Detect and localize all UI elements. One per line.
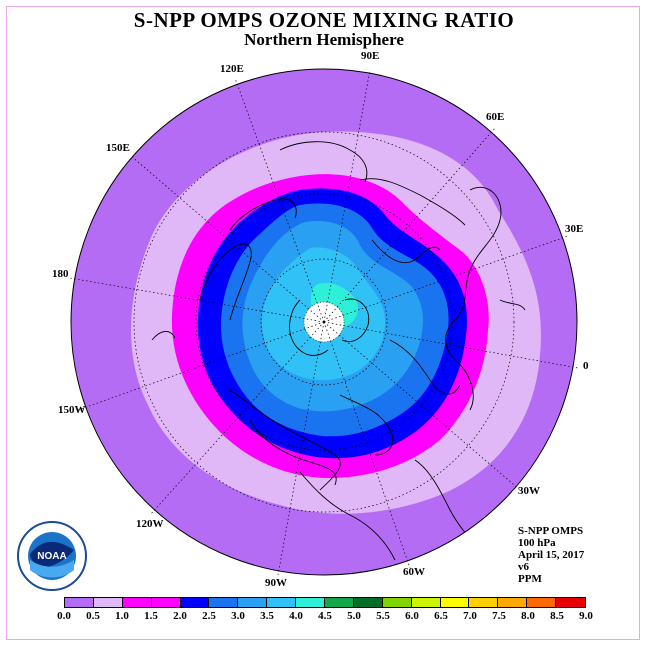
colorbar-tick-label: 4.5 (318, 610, 332, 622)
colorbar-swatch (498, 598, 528, 607)
label-120e: 120E (220, 63, 244, 75)
label-150w: 150W (58, 404, 86, 416)
label-120w: 120W (136, 518, 164, 530)
colorbar-tick-label: 4.0 (289, 610, 303, 622)
colorbar-swatch (238, 598, 268, 607)
info-box: S-NPP OMPS 100 hPa April 15, 2017 v6 PPM (518, 525, 584, 585)
colorbar-swatch (411, 598, 441, 607)
colorbar-swatch (151, 598, 181, 607)
colorbar-swatch (93, 598, 123, 607)
colorbar-tick-label: 2.0 (173, 610, 187, 622)
colorbar-swatch (209, 598, 239, 607)
colorbar-ticks: 0.0 0.5 1.0 1.5 2.0 2.5 3.0 3.5 4.0 4.5 5.0 5.5 6.0 6… (0, 610, 648, 624)
colorbar-swatch (296, 598, 326, 607)
logo-text: NOAA (37, 551, 66, 562)
label-0: 0 (583, 360, 589, 372)
colorbar-tick-label: 5.5 (376, 610, 390, 622)
label-30e: 30E (565, 223, 584, 235)
colorbar-swatch (325, 598, 354, 607)
map-boundary (70, 68, 578, 576)
map-frame (6, 6, 640, 640)
colorbar-swatch (180, 598, 210, 607)
noaa-logo: NOAA (17, 521, 87, 591)
colorbar-tick-label: 1.5 (144, 610, 158, 622)
colorbar-tick-label: 8.5 (550, 610, 564, 622)
colorbar-tick-label: 0.5 (86, 610, 100, 622)
colorbar-tick-label: 1.0 (115, 610, 129, 622)
colorbar-swatch (267, 598, 297, 607)
colorbar-tick-label: 7.5 (492, 610, 506, 622)
info-version: v6 (518, 561, 529, 573)
colorbar (64, 597, 586, 608)
colorbar-tick-label: 7.0 (463, 610, 477, 622)
colorbar-swatch (122, 598, 152, 607)
label-60e: 60E (486, 111, 505, 123)
colorbar-tick-label: 3.0 (231, 610, 245, 622)
colorbar-tick-label: 3.5 (260, 610, 274, 622)
colorbar-swatch (382, 598, 412, 607)
label-90w: 90W (265, 577, 287, 589)
colorbar-swatch (469, 598, 499, 607)
info-date: April 15, 2017 (518, 549, 585, 561)
colorbar-tick-label: 8.0 (521, 610, 535, 622)
label-90e: 90E (361, 50, 380, 62)
info-instrument: S-NPP OMPS (518, 525, 584, 537)
colorbar-tick-label: 6.5 (434, 610, 448, 622)
colorbar-swatch (353, 598, 383, 607)
colorbar-tick-label: 5.0 (347, 610, 361, 622)
colorbar-tick-label: 0.0 (57, 610, 71, 622)
colorbar-swatch (440, 598, 470, 607)
info-level: 100 hPa (518, 537, 556, 549)
graticule (69, 69, 579, 576)
coastlines (151, 141, 526, 561)
label-180: 180 (52, 268, 69, 280)
colorbar-tick-label: 2.5 (202, 610, 216, 622)
map-subtitle: Northern Hemisphere (244, 30, 404, 49)
colorbar-tick-label: 6.0 (405, 610, 419, 622)
label-60w: 60W (403, 566, 425, 578)
colorbar-swatch (65, 598, 94, 607)
label-150e: 150E (106, 142, 130, 154)
map-title: S-NPP OMPS OZONE MIXING RATIO (133, 8, 515, 32)
colorbar-swatch (556, 598, 586, 607)
colorbar-tick-label: 9.0 (579, 610, 593, 622)
info-units: PPM (518, 573, 542, 585)
colorbar-swatch (527, 598, 557, 607)
label-30w: 30W (518, 485, 540, 497)
